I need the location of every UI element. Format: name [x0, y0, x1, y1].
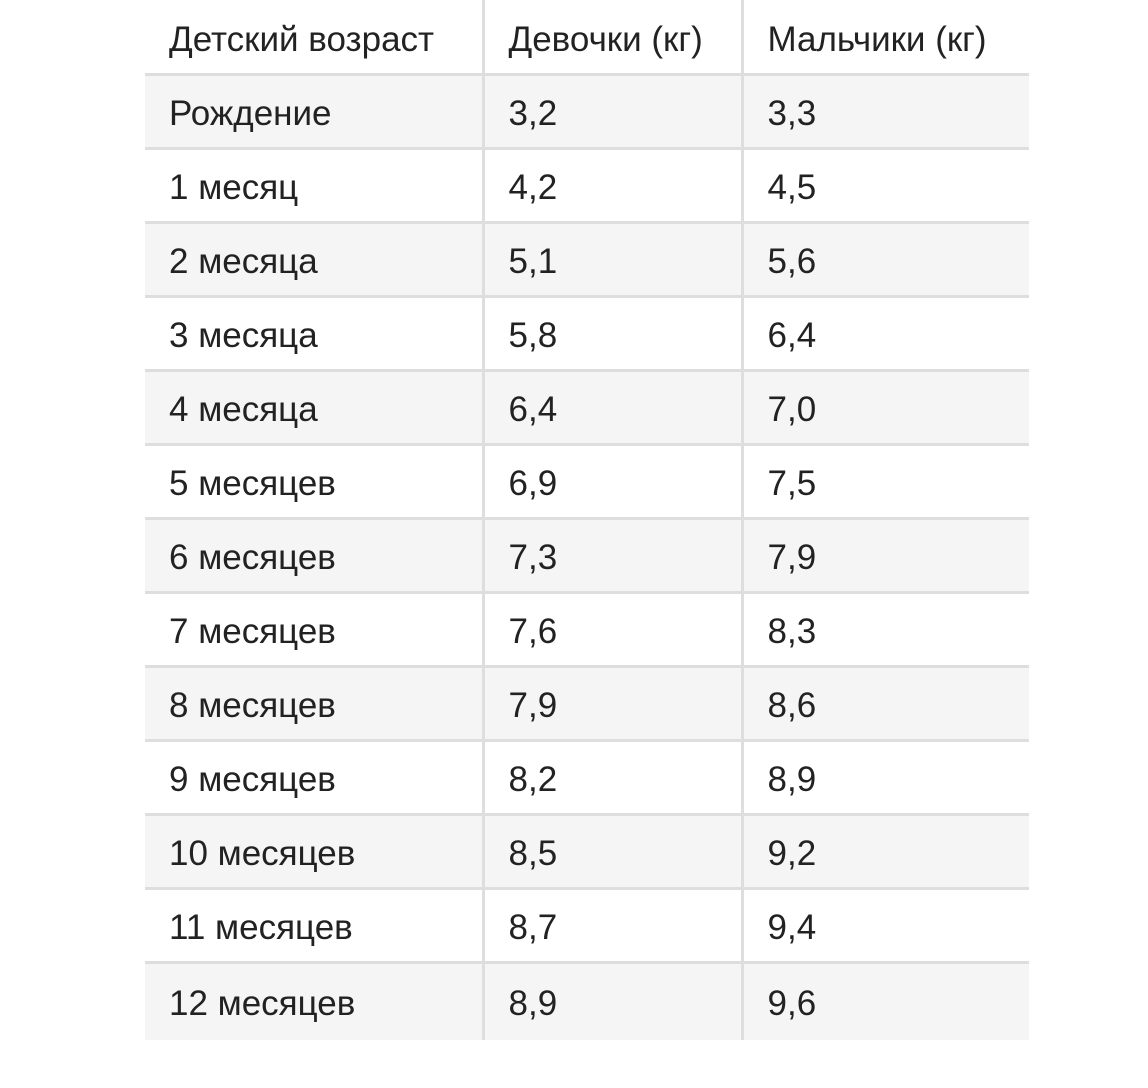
cell-boys: 8,3: [740, 592, 1029, 668]
cell-age: 6 месяцев: [145, 518, 483, 594]
cell-boys: 6,4: [740, 296, 1029, 372]
cell-girls: 4,2: [481, 148, 742, 224]
cell-girls: 8,7: [481, 888, 742, 964]
cell-age: 10 месяцев: [145, 814, 483, 890]
cell-boys: 7,5: [740, 444, 1029, 520]
cell-age: 3 месяца: [145, 296, 483, 372]
table-row: 7 месяцев 7,6 8,3: [145, 592, 1029, 668]
table-row: 10 месяцев 8,5 9,2: [145, 814, 1029, 890]
table-row: 9 месяцев 8,2 8,9: [145, 740, 1029, 816]
table-body: Рождение 3,2 3,3 1 месяц 4,2 4,5 2 месяц…: [145, 74, 1029, 1040]
cell-girls: 5,8: [481, 296, 742, 372]
cell-age: 2 месяца: [145, 222, 483, 298]
cell-boys: 8,9: [740, 740, 1029, 816]
weight-table-container: Детский возраст Девочки (кг) Мальчики (к…: [145, 0, 1029, 1040]
cell-age: 11 месяцев: [145, 888, 483, 964]
cell-girls: 7,3: [481, 518, 742, 594]
cell-boys: 9,4: [740, 888, 1029, 964]
table-row: 4 месяца 6,4 7,0: [145, 370, 1029, 446]
cell-girls: 8,9: [481, 962, 742, 1040]
cell-age: 1 месяц: [145, 148, 483, 224]
cell-girls: 6,9: [481, 444, 742, 520]
cell-boys: 8,6: [740, 666, 1029, 742]
cell-girls: 7,6: [481, 592, 742, 668]
cell-girls: 6,4: [481, 370, 742, 446]
cell-age: 12 месяцев: [145, 962, 483, 1040]
table-header: Детский возраст Девочки (кг) Мальчики (к…: [145, 0, 1029, 76]
cell-age: 7 месяцев: [145, 592, 483, 668]
table-row: 1 месяц 4,2 4,5: [145, 148, 1029, 224]
table-row: 8 месяцев 7,9 8,6: [145, 666, 1029, 742]
table-row: 3 месяца 5,8 6,4: [145, 296, 1029, 372]
table-row: 6 месяцев 7,3 7,9: [145, 518, 1029, 594]
cell-boys: 7,0: [740, 370, 1029, 446]
cell-boys: 9,2: [740, 814, 1029, 890]
header-row: Детский возраст Девочки (кг) Мальчики (к…: [145, 0, 1029, 76]
cell-girls: 5,1: [481, 222, 742, 298]
header-girls: Девочки (кг): [481, 0, 742, 76]
table-row: Рождение 3,2 3,3: [145, 74, 1029, 150]
table-row: 11 месяцев 8,7 9,4: [145, 888, 1029, 964]
cell-boys: 4,5: [740, 148, 1029, 224]
cell-boys: 5,6: [740, 222, 1029, 298]
cell-girls: 8,2: [481, 740, 742, 816]
header-boys: Мальчики (кг): [740, 0, 1029, 76]
table-row: 2 месяца 5,1 5,6: [145, 222, 1029, 298]
table-row: 12 месяцев 8,9 9,6: [145, 962, 1029, 1040]
table-row: 5 месяцев 6,9 7,5: [145, 444, 1029, 520]
cell-boys: 7,9: [740, 518, 1029, 594]
cell-age: 5 месяцев: [145, 444, 483, 520]
cell-age: 4 месяца: [145, 370, 483, 446]
cell-girls: 8,5: [481, 814, 742, 890]
cell-age: 9 месяцев: [145, 740, 483, 816]
cell-age: 8 месяцев: [145, 666, 483, 742]
cell-boys: 9,6: [740, 962, 1029, 1040]
weight-table: Детский возраст Девочки (кг) Мальчики (к…: [145, 0, 1029, 1040]
cell-girls: 3,2: [481, 74, 742, 150]
cell-age: Рождение: [145, 74, 483, 150]
cell-girls: 7,9: [481, 666, 742, 742]
header-age: Детский возраст: [145, 0, 483, 76]
cell-boys: 3,3: [740, 74, 1029, 150]
